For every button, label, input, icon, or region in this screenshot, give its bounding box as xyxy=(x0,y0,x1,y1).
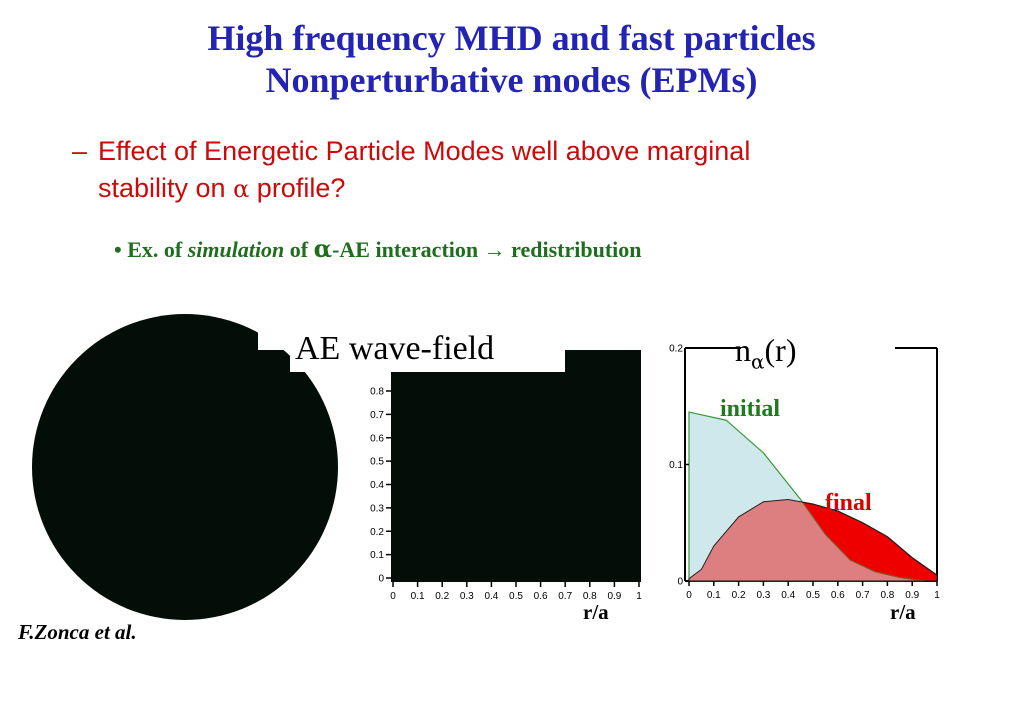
arrow-icon: → xyxy=(483,237,506,262)
wave-field-label-box xyxy=(290,328,565,372)
left-ytick-label: 0.5 xyxy=(370,457,384,468)
subtitle-line-2-pre: stability on xyxy=(98,173,234,203)
left-xtick-label: 0.6 xyxy=(534,591,548,602)
left-ytick-label: 0.8 xyxy=(370,387,384,398)
bullet-mid2: -AE interaction xyxy=(332,237,484,262)
left-xtick-label: 0.7 xyxy=(558,591,572,602)
right-xtick-label: 0.1 xyxy=(707,590,721,601)
right-xtick-label: 0.8 xyxy=(880,590,894,601)
wave-field-plot-area xyxy=(391,350,641,582)
right-xtick-label: 0.4 xyxy=(781,590,795,601)
bullet-italic: simulation xyxy=(187,237,285,262)
left-xtick-label: 1 xyxy=(636,591,642,602)
right-xtick-label: 0.3 xyxy=(756,590,770,601)
right-ytick-label: 0 xyxy=(677,577,683,588)
title-line-2: Nonperturbative modes (EPMs) xyxy=(265,60,758,100)
final-area-overlay xyxy=(688,498,938,582)
left-ytick-label: 0.3 xyxy=(370,503,384,514)
right-ytick-label: 0.1 xyxy=(669,460,683,471)
final-label: final xyxy=(825,490,872,516)
density-label-pre: n xyxy=(735,332,751,368)
density-chart: 0 0.1 0.2 0 0.1 0.2 0.3 0.4 0.5 0.6 0.7 0.8 0.9 1 xyxy=(669,344,940,602)
right-xtick-label: 1 xyxy=(934,590,940,601)
xlabel-right: r/a xyxy=(890,600,916,624)
left-ytick-label: 0.2 xyxy=(370,527,384,538)
left-xtick-label: 0.2 xyxy=(435,591,449,602)
left-ytick-label: 0.1 xyxy=(370,550,384,561)
density-label-alpha: α xyxy=(751,349,765,374)
left-xtick-label: 0.1 xyxy=(411,591,425,602)
bullet-line: • Ex. of simulation of α-AE interaction … xyxy=(114,234,642,263)
wave-field-chart: 0 0.1 0.2 0.3 0.4 0.5 0.6 0.7 0.8 0 0.1 0.2 0.3 0.4 0… xyxy=(370,350,642,602)
left-xtick-label: 0.9 xyxy=(607,591,621,602)
left-xtick-label: 0.5 xyxy=(509,591,523,602)
left-xtick-label: 0.3 xyxy=(460,591,474,602)
right-xtick-label: 0.9 xyxy=(905,590,919,601)
density-label: nα(r) xyxy=(735,332,796,373)
right-ytick-label: 0.2 xyxy=(669,344,683,355)
left-ytick-label: 0.4 xyxy=(370,480,384,491)
bullet-alpha: α xyxy=(313,234,333,263)
bullet-pre: Ex. of xyxy=(127,237,188,262)
subtitle: – Effect of Energetic Particle Modes well… xyxy=(72,133,1012,208)
left-ytick-label: 0.6 xyxy=(370,433,384,444)
xlabel-left: r/a xyxy=(583,600,609,624)
bullet-post: redistribution xyxy=(505,237,642,262)
left-xtick-label: 0.4 xyxy=(484,591,498,602)
right-xtick-label: 0.2 xyxy=(732,590,746,601)
left-ytick-label: 0 xyxy=(378,574,384,585)
right-xtick-label: 0 xyxy=(686,590,692,601)
subtitle-alpha: α xyxy=(233,175,250,203)
subtitle-dash: – xyxy=(72,136,88,166)
subtitle-line-2-post: profile? xyxy=(249,173,346,203)
left-ytick-label: 0.7 xyxy=(370,410,384,421)
credit: F.Zonca et al. xyxy=(18,620,137,644)
subtitle-line-1: Effect of Energetic Particle Modes well … xyxy=(98,136,751,166)
right-xtick-label: 0.5 xyxy=(806,590,820,601)
right-xtick-label: 0.7 xyxy=(856,590,870,601)
subtitle-line-2: stability on α profile? xyxy=(72,170,1012,208)
left-xtick-label: 0 xyxy=(390,591,396,602)
bullet-mid1: of xyxy=(284,237,314,262)
bullet-marker: • xyxy=(114,237,122,262)
initial-label: initial xyxy=(720,396,781,422)
initial-area xyxy=(688,411,925,582)
density-label-post: (r) xyxy=(764,332,797,368)
wave-field-label: AE wave-field xyxy=(295,330,495,367)
left-xtick-label: 0.8 xyxy=(583,591,597,602)
title-line-1: High frequency MHD and fast particles xyxy=(207,18,816,58)
right-xtick-label: 0.6 xyxy=(831,590,845,601)
